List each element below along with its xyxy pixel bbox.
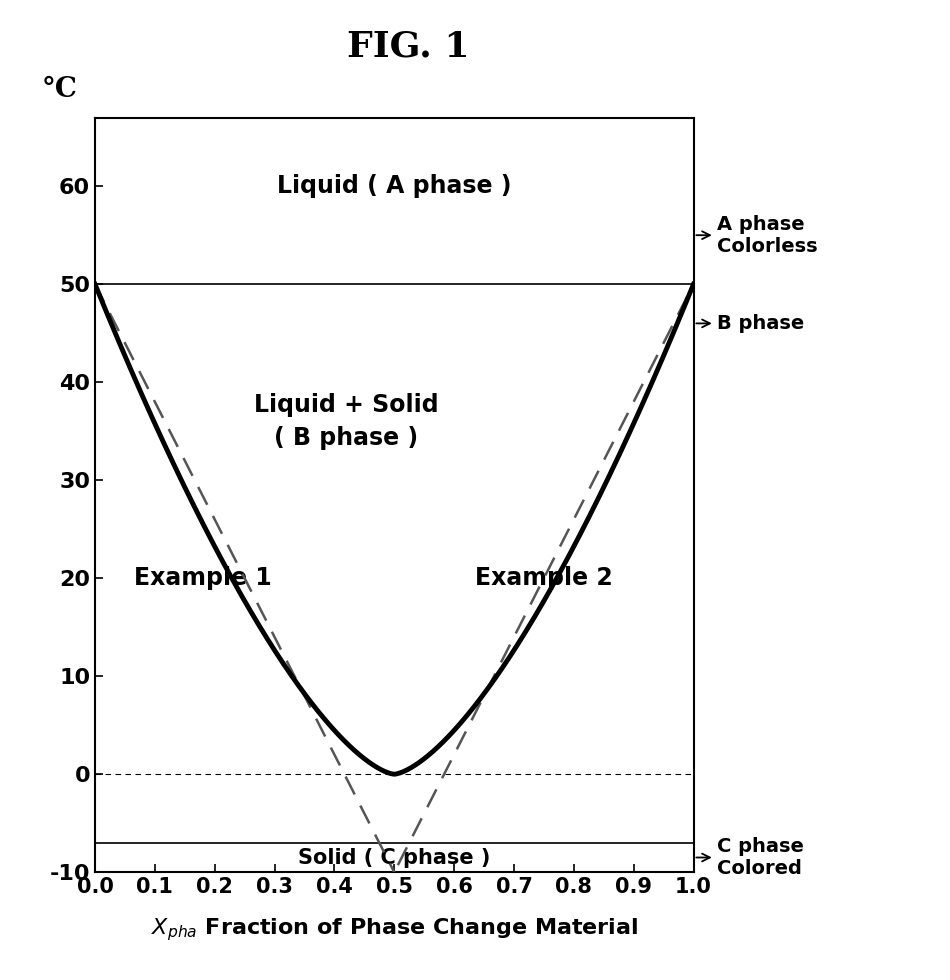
Text: FIG. 1: FIG. 1 [347, 29, 470, 64]
Text: A phase
Colorless: A phase Colorless [696, 215, 818, 256]
Text: B phase: B phase [696, 314, 805, 333]
X-axis label: $X_{pha}$ Fraction of Phase Change Material: $X_{pha}$ Fraction of Phase Change Mater… [151, 916, 637, 944]
Text: Liquid + Solid
( B phase ): Liquid + Solid ( B phase ) [254, 393, 439, 450]
Text: Liquid ( A phase ): Liquid ( A phase ) [277, 174, 511, 198]
Text: Solid ( C phase ): Solid ( C phase ) [298, 848, 490, 867]
Text: C phase
Colored: C phase Colored [696, 837, 805, 878]
Text: °C: °C [41, 75, 77, 103]
Text: Example 2: Example 2 [475, 566, 613, 590]
Text: Example 1: Example 1 [134, 566, 272, 590]
